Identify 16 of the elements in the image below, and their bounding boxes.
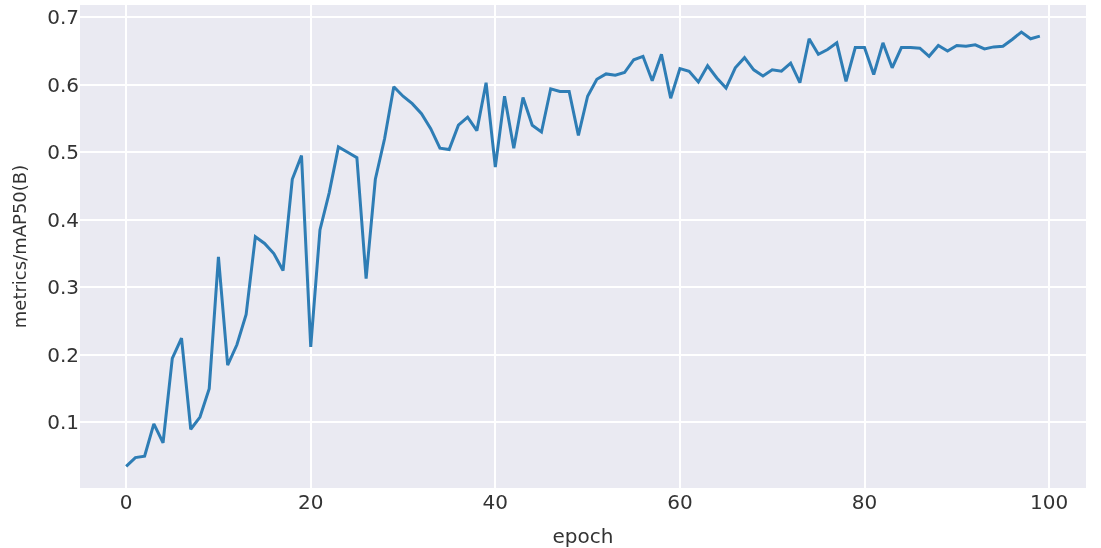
y-tick-label: 0.7 [47,5,79,30]
x-tick-label: 100 [1029,490,1069,514]
x-tick-label: 40 [482,490,509,514]
y-tick-label: 0.6 [47,72,79,97]
x-tick-label: 0 [119,490,133,514]
y-tick-label: 0.5 [47,140,79,165]
y-tick-label: 0.1 [47,410,79,435]
line-series [124,30,1042,468]
x-tick-label: 60 [667,490,693,514]
y-tick-label: 0.4 [47,207,79,232]
y-axis-title: metrics/mAP50(B) [9,164,31,329]
x-tick-label: 20 [298,490,324,514]
x-axis-title: epoch [552,523,614,548]
y-tick-label: 0.3 [47,275,79,300]
x-tick-label: 80 [851,490,878,514]
y-tick-label: 0.2 [47,342,79,367]
